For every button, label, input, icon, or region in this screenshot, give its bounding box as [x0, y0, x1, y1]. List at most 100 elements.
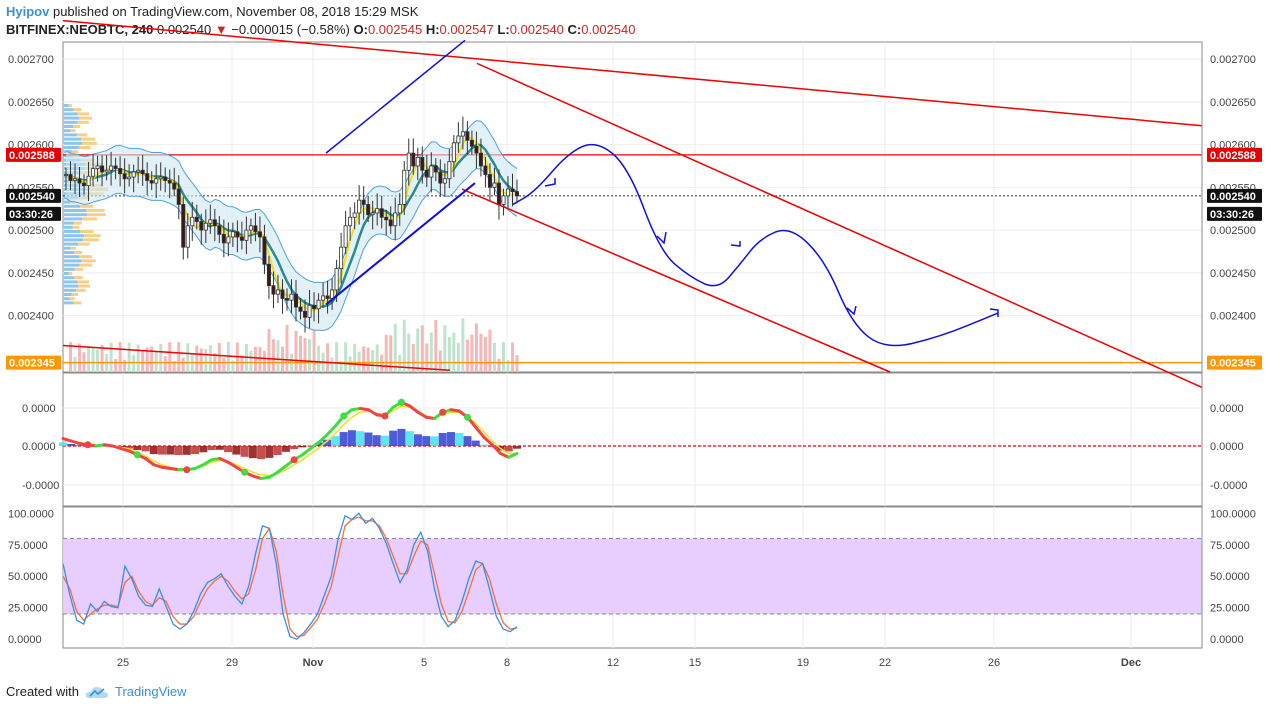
candle-body [104, 169, 109, 173]
candle-body [429, 165, 434, 178]
osc-tick-left: 0.0000 [22, 403, 56, 415]
candle-body [109, 165, 114, 171]
candle-body [262, 236, 267, 265]
stoch-k-line [62, 512, 518, 640]
osc-histogram-bar [248, 446, 257, 459]
osc-fast-segment [498, 452, 511, 459]
candle-body [248, 225, 253, 231]
osc-histogram-bar [281, 446, 290, 452]
volume-bar [389, 335, 393, 372]
countdown-badge-bg [6, 206, 61, 221]
volume-bar [136, 344, 140, 372]
candle-body [379, 208, 384, 218]
profile-bar-sell [70, 246, 76, 250]
profile-bar-buy [64, 129, 71, 133]
forecast-arrow-icon [544, 178, 556, 187]
candle-body [316, 299, 321, 310]
profile-bar-buy [64, 234, 85, 238]
profile-bar-buy [64, 280, 78, 284]
osc-histogram-bar [471, 440, 480, 446]
volume-bar [411, 343, 415, 372]
profile-bar-buy [64, 263, 80, 267]
stoch-tick-right: 0.0000 [1210, 634, 1244, 646]
osc-histogram-bar [422, 436, 431, 446]
volume-bar [326, 343, 330, 372]
candle-body [244, 229, 249, 241]
volume-bar [474, 323, 478, 372]
candles [64, 116, 520, 333]
volume-bar [483, 337, 487, 372]
resistance-badge: 0.002588 [1210, 150, 1256, 162]
candle-body [181, 204, 186, 248]
volume-bar [375, 344, 379, 372]
volume-bar [416, 328, 420, 372]
volume-bar [91, 348, 95, 372]
volume-bar [402, 319, 406, 372]
profile-bar-buy [64, 293, 72, 296]
osc-histogram-bar [339, 432, 348, 446]
volume-bar [434, 319, 438, 372]
profile-bar-sell [82, 217, 98, 221]
osc-cross-dot [381, 412, 389, 420]
candle-body [447, 161, 452, 180]
volume-bar [407, 333, 411, 372]
profile-bar-sell [84, 234, 101, 238]
candle-body [478, 152, 483, 167]
osc-fast-segment [267, 470, 280, 479]
volume-bar [465, 339, 469, 372]
volume-bar [470, 334, 474, 372]
resistance-badge-bg [6, 147, 61, 162]
y-tick-left: 0.002450 [8, 268, 54, 280]
profile-bar-buy [64, 146, 79, 149]
candle-body [375, 208, 380, 214]
profile-bar-buy [64, 255, 80, 259]
y-tick-right: 0.002650 [1210, 97, 1256, 109]
candle-body [149, 180, 154, 184]
osc-cross-dot [463, 413, 471, 421]
candle-body [253, 225, 258, 233]
tradingview-cloud-icon [85, 686, 108, 698]
candle-body [190, 216, 195, 227]
candle-body [487, 174, 492, 188]
profile-bar-buy [64, 133, 77, 137]
publish-info: Hyipov published on TradingView.com, Nov… [6, 4, 418, 19]
ohlc-close: C:0.002540 [567, 22, 636, 37]
author-link[interactable]: Hyipov [6, 4, 50, 19]
candle-body [91, 168, 96, 177]
candle-body [257, 231, 262, 238]
osc-fast-segment [317, 433, 329, 444]
volume-bar [461, 318, 465, 372]
published-text: published on TradingView.com, November 0… [52, 4, 419, 19]
candle-body [465, 131, 470, 141]
countdown-badge-bg [1207, 206, 1262, 221]
candle-body [266, 263, 271, 287]
osc-histogram-bar [232, 446, 241, 455]
pane-frame-0 [62, 41, 1203, 373]
profile-bar-sell [72, 125, 81, 128]
candle-body [388, 219, 393, 227]
osc-cross-dot [84, 441, 92, 449]
osc-fast-segment [490, 443, 502, 455]
x-tick-label: 22 [879, 657, 891, 669]
profile-bar-buy [64, 221, 74, 225]
candle-body [176, 188, 181, 205]
osc-histogram-bar [430, 436, 439, 446]
candle-body [203, 222, 208, 231]
profile-bar-buy [64, 217, 83, 221]
candle-body [185, 225, 190, 248]
candle-body [275, 289, 280, 295]
volume-bar [150, 346, 154, 372]
candle-body [510, 188, 515, 193]
volume-bar [87, 346, 91, 372]
volume-bar [73, 356, 77, 372]
candle-body [145, 173, 150, 181]
profile-bar-sell [78, 284, 90, 288]
candle-body [492, 182, 497, 188]
x-tick-label: 8 [504, 657, 510, 669]
volume-bar [163, 356, 167, 372]
x-tick-label: 25 [117, 657, 129, 669]
volume-bar [339, 361, 343, 372]
tradingview-brand-link[interactable]: TradingView [114, 684, 187, 699]
osc-histogram-bar [265, 446, 274, 458]
